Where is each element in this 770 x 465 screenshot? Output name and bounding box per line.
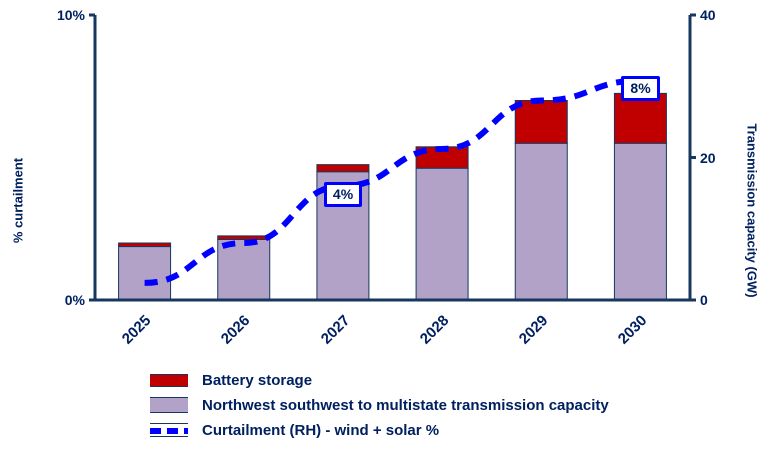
bar-segment-transmission [118, 246, 172, 301]
legend-item-battery-storage: Battery storage [150, 371, 609, 389]
bar-segment-battery [514, 100, 568, 144]
bar-segment-transmission [514, 142, 568, 301]
curtailment-line-swatch [150, 423, 188, 437]
bar-segment-battery [217, 235, 271, 240]
curtailment-callout: 8% [621, 76, 660, 102]
legend-label: Curtailment (RH) - wind + solar % [202, 421, 440, 439]
battery-storage-swatch [150, 373, 188, 387]
left-axis-tick-label: 10% [56, 7, 85, 23]
bar-segment-battery [118, 242, 172, 248]
legend-item-curtailment-line: Curtailment (RH) - wind + solar % [150, 421, 609, 439]
right-axis-title: Transmission capacity (GW) [744, 123, 760, 298]
legend: Battery storage Northwest southwest to m… [150, 372, 609, 447]
bar-segment-transmission [415, 167, 469, 301]
left-axis-title: % curtailment [10, 157, 26, 244]
legend-item-transmission-capacity: Northwest southwest to multistate transm… [150, 396, 609, 414]
transmission-capacity-swatch [150, 397, 188, 413]
bar-segment-battery [613, 92, 667, 144]
left-axis-tick-label: 0% [64, 292, 85, 308]
curtailment-callout: 4% [323, 181, 363, 207]
curtailment-line [144, 77, 641, 286]
bar-segment-battery [316, 164, 370, 173]
bar-segment-transmission [217, 238, 271, 301]
legend-label: Northwest southwest to multistate transm… [202, 396, 609, 414]
right-axis-tick-label: 0 [700, 292, 708, 308]
right-axis-tick-label: 20 [700, 149, 716, 166]
right-axis-tick-label: 40 [700, 7, 716, 23]
legend-label: Battery storage [202, 371, 313, 389]
bar-segment-transmission [613, 142, 667, 301]
